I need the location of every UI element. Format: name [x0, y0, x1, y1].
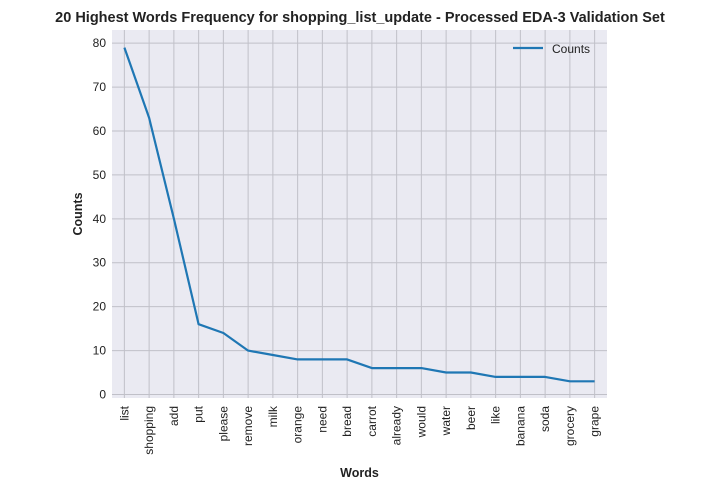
- x-axis-label: Words: [340, 466, 379, 480]
- x-tick-label: banana: [513, 406, 527, 446]
- x-tick-label: remove: [241, 406, 255, 446]
- x-tick-label: add: [167, 406, 181, 426]
- y-axis-ticks: 0 10 20 30 40 50 60 70 80: [93, 36, 107, 401]
- y-tick-label: 20: [93, 300, 107, 314]
- x-tick-label: soda: [538, 406, 552, 432]
- x-tick-label: would: [414, 406, 428, 438]
- y-axis-label: Counts: [71, 192, 85, 235]
- x-tick-label: grape: [588, 406, 602, 437]
- x-tick-label: list: [117, 405, 131, 420]
- y-tick-label: 10: [93, 344, 107, 358]
- x-tick-label: water: [439, 406, 453, 436]
- x-tick-label: please: [216, 406, 230, 442]
- series-line-counts: [123, 47, 595, 383]
- x-tick-label: carrot: [365, 405, 379, 436]
- y-tick-label: 80: [93, 36, 107, 50]
- x-tick-label: like: [489, 406, 503, 424]
- x-tick-label: beer: [464, 406, 478, 430]
- y-tick-label: 40: [93, 212, 107, 226]
- x-tick-label: put: [192, 405, 206, 422]
- x-tick-label: grocery: [563, 406, 577, 446]
- plot-area: [112, 30, 607, 398]
- legend: Counts: [513, 42, 590, 56]
- x-tick-label: milk: [266, 405, 280, 427]
- x-tick-label: need: [315, 406, 329, 433]
- y-tick-label: 30: [93, 256, 107, 270]
- y-tick-label: 60: [93, 124, 107, 138]
- y-tick-label: 50: [93, 168, 107, 182]
- x-axis-ticks: list shopping add put please remove milk orange…: [117, 405, 601, 455]
- legend-label-counts: Counts: [552, 42, 590, 56]
- x-tick-label: bread: [340, 406, 354, 437]
- grid-lines: [112, 30, 607, 398]
- y-tick-label: 0: [99, 387, 106, 401]
- chart-title: 20 Highest Words Frequency for shopping_…: [55, 10, 665, 26]
- x-tick-label: already: [390, 406, 404, 445]
- x-tick-label: orange: [291, 406, 305, 444]
- x-tick-label: shopping: [142, 406, 156, 455]
- y-tick-label: 70: [93, 80, 107, 94]
